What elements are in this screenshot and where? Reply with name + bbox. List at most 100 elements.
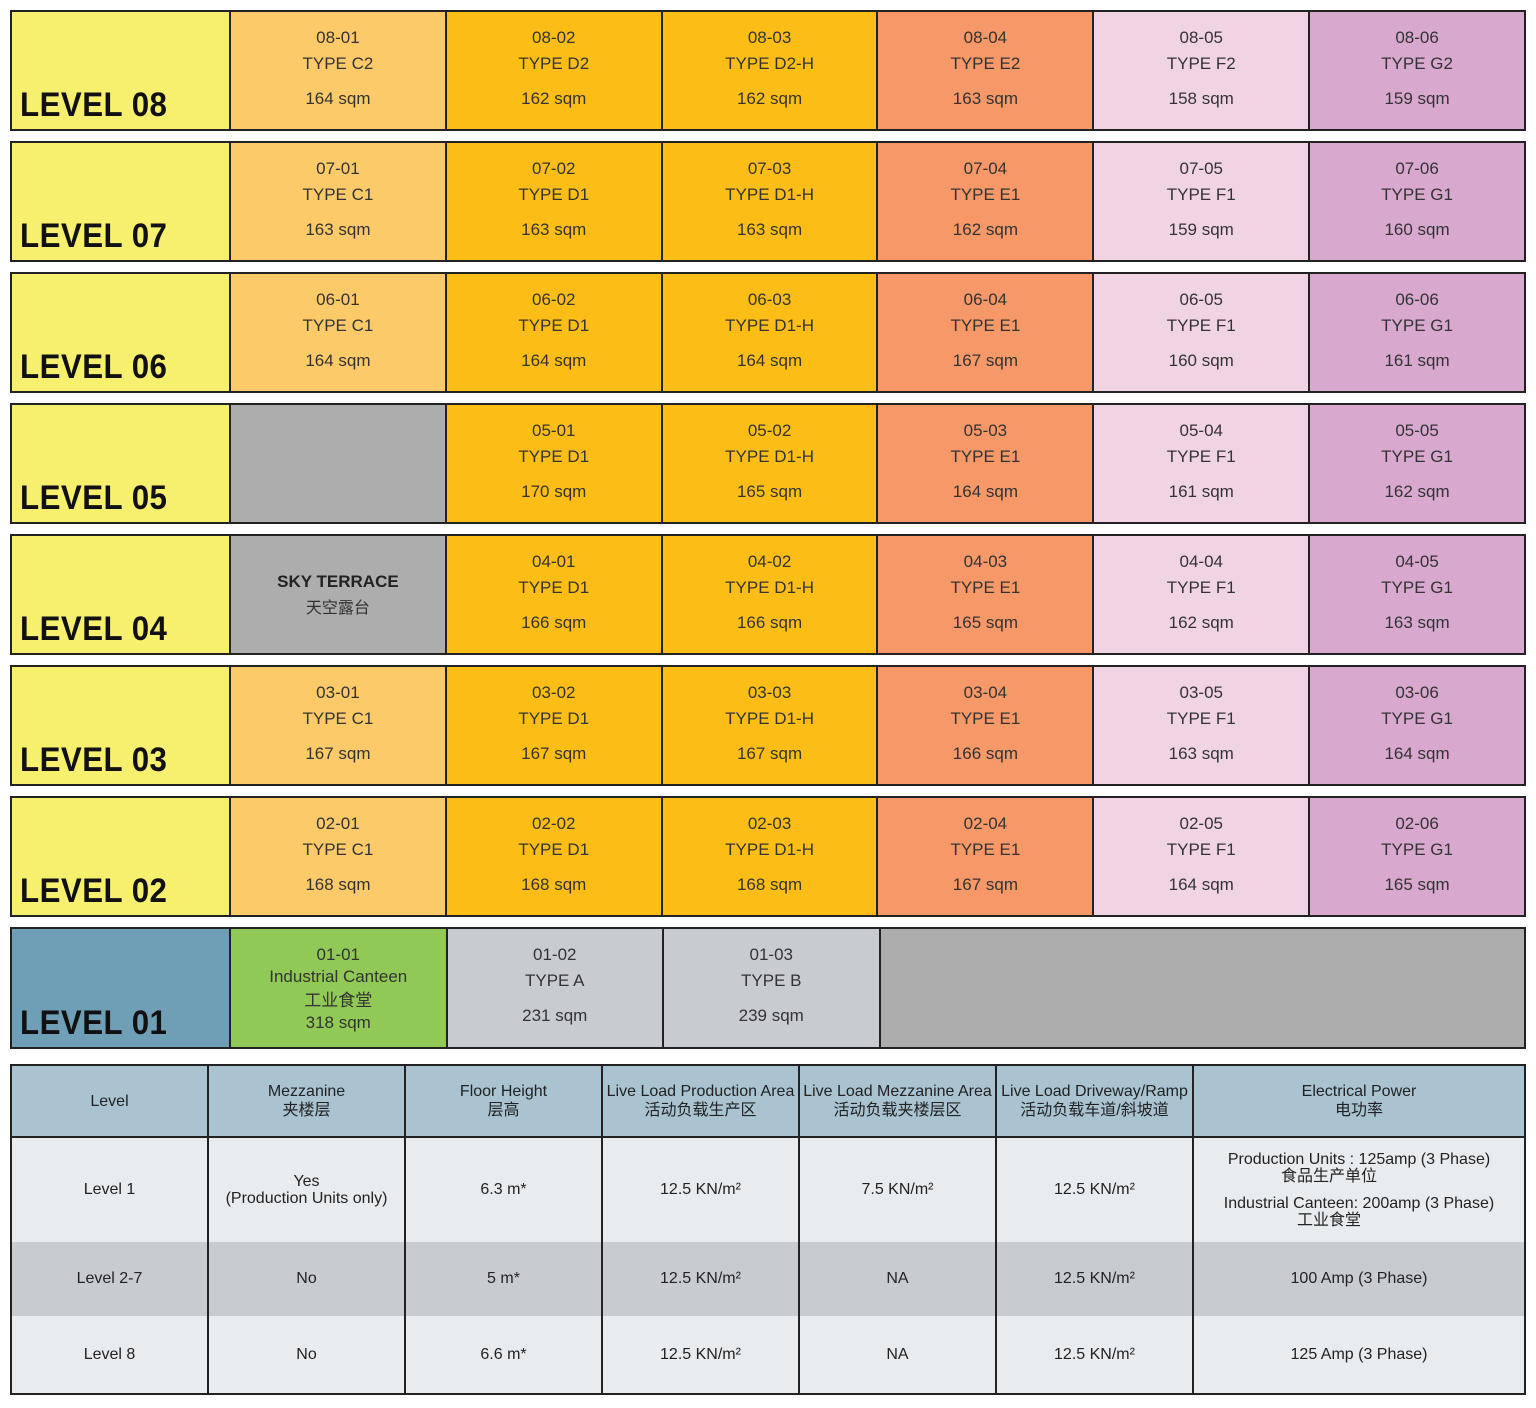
unit-type: TYPE G2	[1381, 54, 1453, 73]
unit-type: TYPE D1	[518, 185, 590, 204]
unit-area: 165 sqm	[1384, 875, 1450, 894]
unit-area: 162 sqm	[1384, 482, 1450, 501]
unit-cell[interactable]: 03-02 TYPE D1 167 sqm	[446, 667, 661, 784]
cell-live-load-mezzanine: NA	[798, 1316, 997, 1395]
unit-type: TYPE D2-H	[725, 54, 814, 73]
sky-terrace-name-cn: 天空露台	[305, 599, 370, 617]
level-row: LEVEL 02 02-01 TYPE C1 168 sqm 02-02 TYPE D1…	[10, 796, 1526, 917]
unit-type: TYPE F1	[1166, 447, 1236, 466]
unit-cell[interactable]: 01-02 TYPE A 231 sqm	[447, 929, 662, 1047]
header-mezzanine: Mezzanine 夹楼层	[207, 1064, 406, 1138]
unit-cell[interactable]: 08-03 TYPE D2-H 162 sqm	[662, 12, 877, 129]
unit-area: 164 sqm	[521, 351, 587, 370]
unit-cell[interactable]: 07-06 TYPE G1 160 sqm	[1310, 143, 1524, 260]
unit-cell-canteen[interactable]: 01-01 Industrial Canteen 工业食堂 318 sqm	[231, 929, 446, 1047]
unit-cell[interactable]: 05-05 TYPE G1 162 sqm	[1310, 405, 1524, 522]
unit-cell[interactable]: 06-04 TYPE E1 167 sqm	[878, 274, 1093, 391]
unit-cell[interactable]: 04-05 TYPE G1 163 sqm	[1310, 536, 1524, 653]
level-label: LEVEL 02	[12, 798, 229, 915]
unit-type: TYPE D1-H	[725, 709, 814, 728]
level-label: LEVEL 08	[12, 12, 229, 129]
unit-cell[interactable]: 07-02 TYPE D1 163 sqm	[446, 143, 661, 260]
unit-cell[interactable]: 02-04 TYPE E1 167 sqm	[878, 798, 1093, 915]
unit-cell[interactable]: 05-03 TYPE E1 164 sqm	[878, 405, 1093, 522]
unit-cell[interactable]: 08-01 TYPE C2 164 sqm	[231, 12, 445, 129]
unit-area: 168 sqm	[736, 875, 803, 894]
unit-area: 170 sqm	[521, 482, 587, 501]
cell-floor-height: 6.3 m*	[404, 1137, 603, 1242]
unit-cell[interactable]: 02-01 TYPE C1 168 sqm	[231, 798, 445, 915]
unit-type: TYPE F1	[1166, 840, 1236, 859]
cell-electrical-power: 100 Amp (3 Phase)	[1192, 1242, 1526, 1316]
unit-cell[interactable]: 05-02 TYPE D1-H 165 sqm	[662, 405, 877, 522]
unit-cell[interactable]: 08-05 TYPE F2 158 sqm	[1094, 12, 1309, 129]
unit-type: TYPE D1-H	[725, 185, 814, 204]
unit-id: 08-04	[963, 28, 1008, 47]
unit-cell[interactable]: 07-05 TYPE F1 159 sqm	[1094, 143, 1309, 260]
unit-cell[interactable]: 01-03 TYPE B 239 sqm	[664, 929, 879, 1047]
unit-id: 08-03	[747, 28, 792, 47]
unit-type: TYPE E1	[950, 447, 1021, 466]
unit-cell[interactable]: 03-04 TYPE E1 166 sqm	[878, 667, 1093, 784]
unit-type: TYPE C1	[302, 840, 374, 859]
unit-area: 166 sqm	[521, 613, 587, 632]
unit-cell[interactable]: 05-04 TYPE F1 161 sqm	[1094, 405, 1309, 522]
unit-cell[interactable]: 06-05 TYPE F1 160 sqm	[1094, 274, 1309, 391]
cell-level: Level 2-7	[10, 1242, 209, 1316]
unit-type: TYPE D1-H	[725, 840, 814, 859]
unit-cell[interactable]: 06-03 TYPE D1-H 164 sqm	[662, 274, 877, 391]
unit-cell[interactable]: 06-01 TYPE C1 164 sqm	[231, 274, 445, 391]
header-live-load-mezzanine: Live Load Mezzanine Area 活动负载夹楼层区	[798, 1064, 997, 1138]
unit-area: 163 sqm	[952, 89, 1018, 108]
unit-cell[interactable]: 08-06 TYPE G2 159 sqm	[1310, 12, 1524, 129]
unit-type: TYPE C1	[302, 316, 374, 335]
unit-area: 163 sqm	[736, 220, 803, 239]
unit-area: 163 sqm	[305, 220, 371, 239]
unit-cell[interactable]: 03-01 TYPE C1 167 sqm	[231, 667, 445, 784]
unit-cell[interactable]: 08-04 TYPE E2 163 sqm	[878, 12, 1093, 129]
level-row: LEVEL 05 05-01 TYPE D1 170 sqm 05-02 TYPE D1…	[10, 403, 1526, 524]
unit-id: 04-04	[1179, 552, 1223, 571]
unit-id: 06-04	[963, 290, 1008, 309]
unit-cell[interactable]: 04-02 TYPE D1-H 166 sqm	[662, 536, 877, 653]
unit-id: 06-01	[316, 290, 360, 309]
unit-id: 02-06	[1395, 814, 1439, 833]
unit-id: 05-05	[1395, 421, 1439, 440]
unit-cell[interactable]: 07-04 TYPE E1 162 sqm	[878, 143, 1093, 260]
table-row: Level 1 Yes (Production Units only) 6.3 m…	[10, 1137, 1526, 1242]
unit-cell[interactable]: 04-04 TYPE F1 162 sqm	[1094, 536, 1309, 653]
unit-cell[interactable]: 07-01 TYPE C1 163 sqm	[231, 143, 445, 260]
level-label: LEVEL 01	[12, 929, 229, 1047]
unavailable-block	[880, 929, 1524, 1047]
unit-area: 159 sqm	[1384, 89, 1450, 108]
unit-area: 168 sqm	[521, 875, 587, 894]
unit-cell[interactable]: 03-03 TYPE D1-H 167 sqm	[662, 667, 877, 784]
unit-id: 07-04	[963, 159, 1008, 178]
unit-cell[interactable]: 04-01 TYPE D1 166 sqm	[446, 536, 661, 653]
unit-cell[interactable]: 02-03 TYPE D1-H 168 sqm	[662, 798, 877, 915]
unit-area: 161 sqm	[1384, 351, 1450, 370]
unit-type: TYPE C2	[302, 54, 374, 73]
unit-id: 05-02	[747, 421, 792, 440]
unit-cell[interactable]: 08-02 TYPE D2 162 sqm	[446, 12, 661, 129]
unit-cell[interactable]: 02-02 TYPE D1 168 sqm	[446, 798, 661, 915]
unit-cell[interactable]: 04-03 TYPE E1 165 sqm	[878, 536, 1093, 653]
unit-cell[interactable]: 06-02 TYPE D1 164 sqm	[446, 274, 661, 391]
unit-cell[interactable]: 02-06 TYPE G1 165 sqm	[1310, 798, 1524, 915]
table-row: Level 8 No 6.6 m* 12.5 KN/m² NA 12.5 KN/…	[10, 1316, 1526, 1395]
unit-cell[interactable]: 03-05 TYPE F1 163 sqm	[1094, 667, 1309, 784]
unit-type: TYPE D1	[518, 447, 590, 466]
unit-id: 03-03	[747, 683, 792, 702]
unit-area: 166 sqm	[952, 744, 1018, 763]
unit-cell[interactable]: 03-06 TYPE G1 164 sqm	[1310, 667, 1524, 784]
cell-live-load-driveway: 12.5 KN/m²	[995, 1242, 1194, 1316]
unit-area: 164 sqm	[305, 89, 371, 108]
unit-id: 08-06	[1395, 28, 1439, 47]
unit-cell[interactable]: 06-06 TYPE G1 161 sqm	[1310, 274, 1524, 391]
unit-type: TYPE D1	[518, 316, 590, 335]
unit-area: 231 sqm	[522, 1006, 588, 1025]
cell-floor-height: 6.6 m*	[404, 1316, 603, 1395]
unit-cell[interactable]: 07-03 TYPE D1-H 163 sqm	[662, 143, 877, 260]
unit-cell[interactable]: 02-05 TYPE F1 164 sqm	[1094, 798, 1309, 915]
unit-cell[interactable]: 05-01 TYPE D1 170 sqm	[446, 405, 661, 522]
